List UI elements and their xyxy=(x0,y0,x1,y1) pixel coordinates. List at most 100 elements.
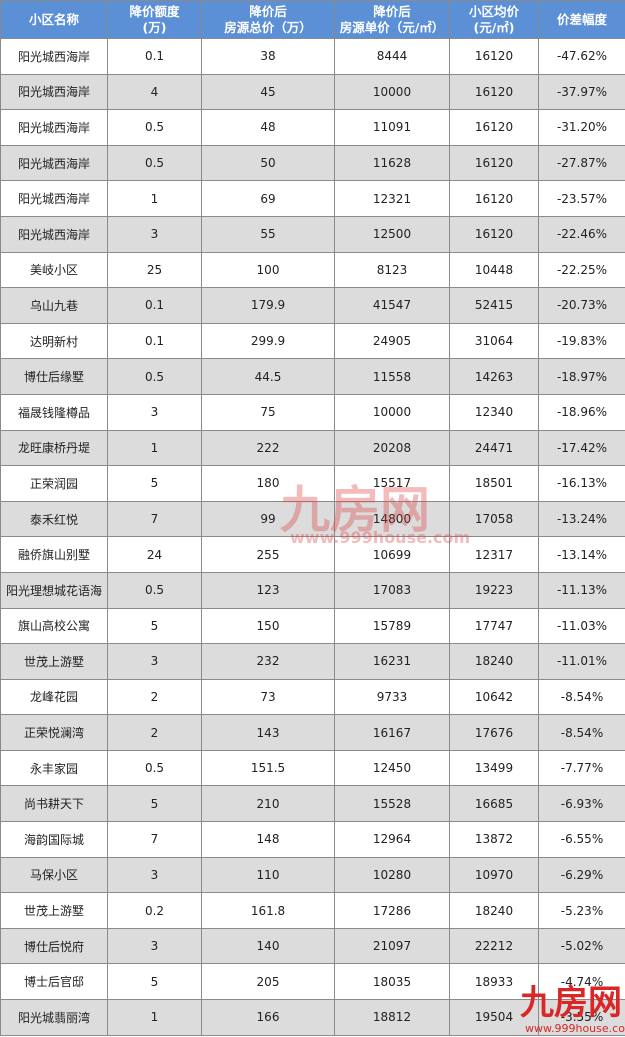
table-cell: 尚书耕天下 xyxy=(0,785,108,823)
table-cell: 13872 xyxy=(449,821,539,858)
table-cell: 正荣润园 xyxy=(0,465,108,502)
table-cell: 12340 xyxy=(449,393,539,431)
column-header: 小区名称 xyxy=(0,0,108,39)
table-cell: 12500 xyxy=(334,215,450,253)
table-cell: 18501 xyxy=(449,465,539,502)
table-cell: 3 xyxy=(107,927,202,965)
table-cell: 3 xyxy=(107,215,202,253)
table-cell: 1 xyxy=(107,180,202,217)
table-cell: -7.77% xyxy=(538,749,625,787)
table-cell: 乌山九巷 xyxy=(0,287,108,324)
table-row: 阳光城西海岸 4 45 10000 16120 -37.97% xyxy=(0,73,625,111)
table-cell: 148 xyxy=(201,821,335,858)
table-row: 世茂上游墅 3 232 16231 18240 -11.01% xyxy=(0,643,625,680)
table-cell: 3 xyxy=(107,643,202,680)
column-header: 降价额度 (万) xyxy=(107,0,202,39)
table-cell: 16120 xyxy=(449,144,539,182)
table-cell: 16120 xyxy=(449,109,539,146)
table-cell: 1 xyxy=(107,999,202,1036)
table-cell: 达明新村 xyxy=(0,322,108,360)
table-cell: 博仕后悦府 xyxy=(0,927,108,965)
table-cell: 阳光城西海岸 xyxy=(0,38,108,75)
table-cell: -20.73% xyxy=(538,287,625,324)
table-row: 海韵国际城 7 148 12964 13872 -6.55% xyxy=(0,821,625,858)
table-cell: 8123 xyxy=(334,251,450,289)
table-cell: -11.13% xyxy=(538,571,625,609)
table-cell: 1 xyxy=(107,429,202,467)
table-cell: -18.96% xyxy=(538,393,625,431)
table-cell: -13.24% xyxy=(538,500,625,538)
table-row: 龙峰花园 2 73 9733 10642 -8.54% xyxy=(0,678,625,716)
table-cell: 18933 xyxy=(449,963,539,1001)
table-cell: -16.13% xyxy=(538,465,625,502)
table-cell: 17747 xyxy=(449,607,539,645)
table-cell: 5 xyxy=(107,465,202,502)
table-cell: -8.54% xyxy=(538,678,625,716)
table-cell: -19.83% xyxy=(538,322,625,360)
table-row: 美岐小区 25 100 8123 10448 -22.25% xyxy=(0,251,625,289)
table-cell: 24471 xyxy=(449,429,539,467)
table-cell: 0.5 xyxy=(107,571,202,609)
table-cell: 123 xyxy=(201,571,335,609)
table-cell: 22212 xyxy=(449,927,539,965)
table-cell: -22.46% xyxy=(538,215,625,253)
table-cell: 18240 xyxy=(449,643,539,680)
column-header: 降价后 房源总价（万） xyxy=(201,0,335,39)
table-cell: 永丰家园 xyxy=(0,749,108,787)
table-cell: -18.97% xyxy=(538,358,625,395)
table-cell: -6.93% xyxy=(538,785,625,823)
table-row: 旗山高校公寓 5 150 15789 17747 -11.03% xyxy=(0,607,625,645)
table-cell: 179.9 xyxy=(201,287,335,324)
table-cell: 180 xyxy=(201,465,335,502)
table-cell: 12317 xyxy=(449,536,539,573)
table-cell: 11628 xyxy=(334,144,450,182)
table-row: 阳光城西海岸 0.5 48 11091 16120 -31.20% xyxy=(0,109,625,146)
table-cell: 4 xyxy=(107,73,202,111)
table-cell: -37.97% xyxy=(538,73,625,111)
table-cell: -31.20% xyxy=(538,109,625,146)
table-cell: 150 xyxy=(201,607,335,645)
table-cell: 52415 xyxy=(449,287,539,324)
table-cell: 2 xyxy=(107,678,202,716)
table-cell: 旗山高校公寓 xyxy=(0,607,108,645)
table-cell: 140 xyxy=(201,927,335,965)
table-cell: 10448 xyxy=(449,251,539,289)
table-cell: 20208 xyxy=(334,429,450,467)
table-cell: 45 xyxy=(201,73,335,111)
table-cell: 38 xyxy=(201,38,335,75)
table-cell: 55 xyxy=(201,215,335,253)
table-row: 阳光城西海岸 1 69 12321 16120 -23.57% xyxy=(0,180,625,217)
table-cell: 48 xyxy=(201,109,335,146)
table-cell: 10970 xyxy=(449,856,539,894)
table-cell: 阳光城翡丽湾 xyxy=(0,999,108,1036)
table-cell: 0.5 xyxy=(107,749,202,787)
table-cell: -5.23% xyxy=(538,892,625,929)
table-row: 阳光理想城花语海 0.5 123 17083 19223 -11.13% xyxy=(0,571,625,609)
table-row: 阳光城西海岸 3 55 12500 16120 -22.46% xyxy=(0,215,625,253)
table-cell: 2 xyxy=(107,714,202,751)
table-cell: 75 xyxy=(201,393,335,431)
table-cell: -5.02% xyxy=(538,927,625,965)
table-cell: 16120 xyxy=(449,38,539,75)
table-row: 福晟钱隆樽品 3 75 10000 12340 -18.96% xyxy=(0,393,625,431)
table-cell: 7 xyxy=(107,500,202,538)
table-cell: 16120 xyxy=(449,215,539,253)
table-row: 正荣悦澜湾 2 143 16167 17676 -8.54% xyxy=(0,714,625,751)
table-row: 正荣润园 5 180 15517 18501 -16.13% xyxy=(0,465,625,502)
table-cell: -8.54% xyxy=(538,714,625,751)
table-cell: 17058 xyxy=(449,500,539,538)
table-cell: 阳光理想城花语海 xyxy=(0,571,108,609)
column-header: 降价后 房源单价（元/㎡） xyxy=(334,0,450,39)
table-cell: 166 xyxy=(201,999,335,1036)
table-cell: 博仕后缘墅 xyxy=(0,358,108,395)
table-cell: -6.29% xyxy=(538,856,625,894)
table-cell: 世茂上游墅 xyxy=(0,892,108,929)
table-cell: -11.03% xyxy=(538,607,625,645)
table-cell: 11091 xyxy=(334,109,450,146)
table-row: 世茂上游墅 0.2 161.8 17286 18240 -5.23% xyxy=(0,892,625,929)
table-cell: 7 xyxy=(107,821,202,858)
table-cell: 10699 xyxy=(334,536,450,573)
table-cell: -13.14% xyxy=(538,536,625,573)
table-cell: 99 xyxy=(201,500,335,538)
table-cell: 31064 xyxy=(449,322,539,360)
